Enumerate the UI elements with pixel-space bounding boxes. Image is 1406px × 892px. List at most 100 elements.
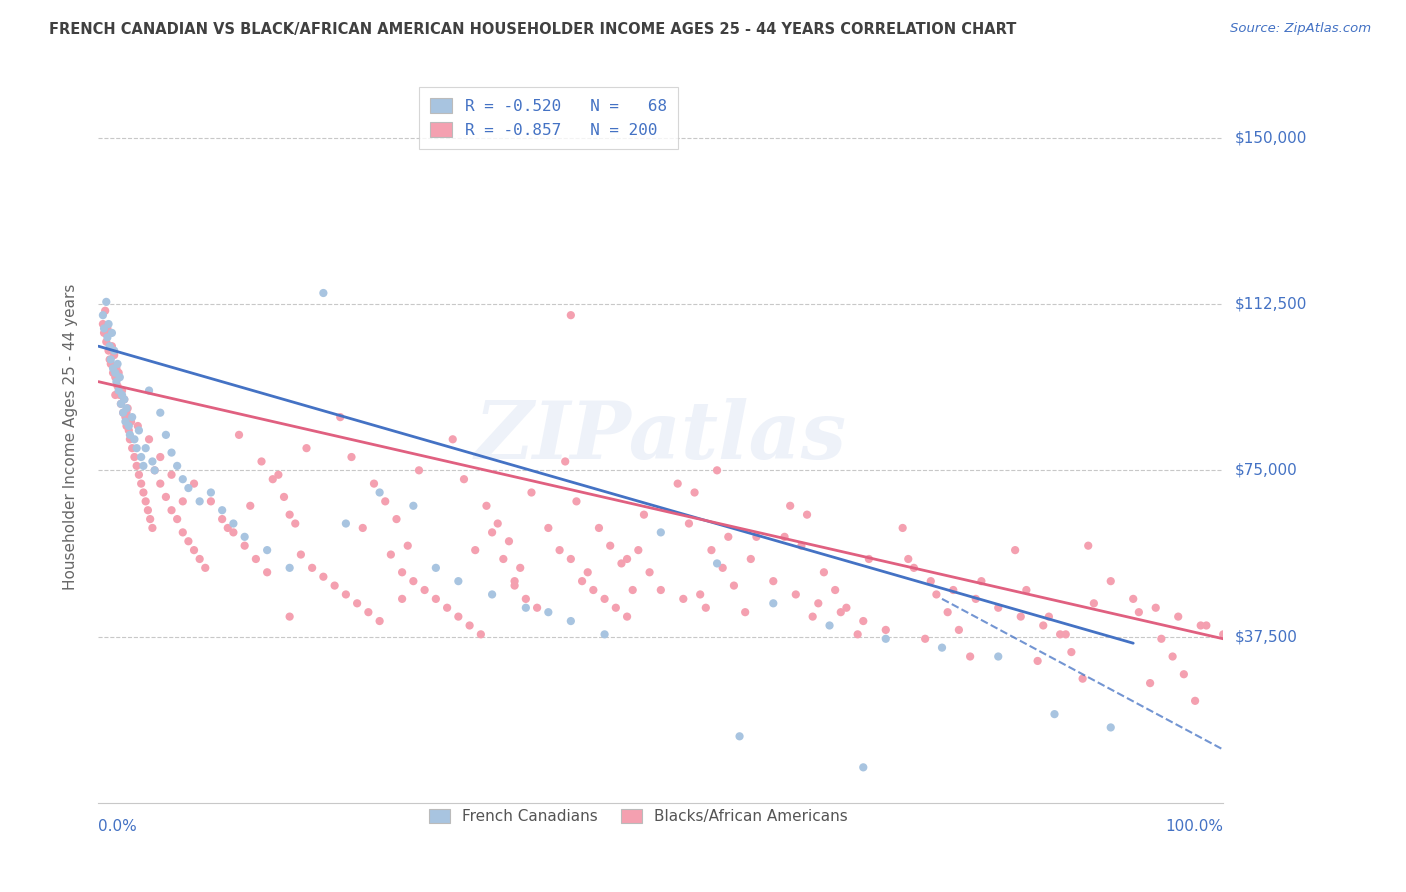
Point bbox=[166, 458, 188, 473]
Point bbox=[107, 357, 129, 371]
Point bbox=[217, 521, 239, 535]
Point bbox=[1026, 654, 1049, 668]
Point bbox=[1122, 591, 1144, 606]
Point bbox=[115, 401, 138, 416]
Point bbox=[1083, 596, 1105, 610]
Point bbox=[1139, 676, 1161, 690]
Point bbox=[1071, 672, 1094, 686]
Point bbox=[723, 578, 745, 592]
Text: $75,000: $75,000 bbox=[1234, 463, 1298, 478]
Point bbox=[548, 543, 571, 558]
Point bbox=[98, 352, 121, 367]
Point bbox=[105, 361, 128, 376]
Point bbox=[290, 548, 312, 562]
Point bbox=[312, 285, 335, 300]
Point bbox=[172, 494, 194, 508]
Point bbox=[790, 539, 813, 553]
Point bbox=[706, 557, 728, 571]
Text: $150,000: $150,000 bbox=[1234, 130, 1306, 145]
Point bbox=[245, 552, 267, 566]
Point bbox=[650, 525, 672, 540]
Point bbox=[139, 512, 162, 526]
Point bbox=[830, 605, 852, 619]
Point bbox=[335, 587, 357, 601]
Point bbox=[453, 472, 475, 486]
Point bbox=[638, 566, 661, 580]
Point bbox=[706, 463, 728, 477]
Point bbox=[1060, 645, 1083, 659]
Point bbox=[104, 366, 127, 380]
Point bbox=[107, 366, 129, 380]
Point bbox=[111, 384, 134, 398]
Point bbox=[103, 348, 125, 362]
Point bbox=[537, 605, 560, 619]
Point bbox=[425, 591, 447, 606]
Point bbox=[700, 543, 723, 558]
Point bbox=[295, 441, 318, 455]
Point bbox=[633, 508, 655, 522]
Point bbox=[1173, 667, 1195, 681]
Point bbox=[903, 561, 925, 575]
Point bbox=[785, 587, 807, 601]
Point bbox=[101, 361, 124, 376]
Text: Source: ZipAtlas.com: Source: ZipAtlas.com bbox=[1230, 22, 1371, 36]
Point bbox=[160, 503, 183, 517]
Point bbox=[103, 343, 125, 358]
Point bbox=[143, 463, 166, 477]
Point bbox=[875, 632, 897, 646]
Point bbox=[560, 614, 582, 628]
Point bbox=[107, 384, 129, 398]
Point bbox=[114, 410, 136, 425]
Point bbox=[121, 441, 143, 455]
Point bbox=[97, 343, 120, 358]
Point bbox=[835, 600, 858, 615]
Point bbox=[183, 543, 205, 558]
Point bbox=[942, 582, 965, 597]
Point bbox=[391, 566, 413, 580]
Point bbox=[91, 317, 114, 331]
Point bbox=[188, 494, 211, 508]
Text: $112,500: $112,500 bbox=[1234, 297, 1306, 311]
Point bbox=[166, 512, 188, 526]
Point bbox=[117, 401, 139, 416]
Point bbox=[762, 596, 785, 610]
Point bbox=[172, 472, 194, 486]
Point bbox=[357, 605, 380, 619]
Point bbox=[987, 649, 1010, 664]
Point bbox=[312, 570, 335, 584]
Point bbox=[177, 534, 200, 549]
Point bbox=[408, 463, 430, 477]
Point bbox=[132, 458, 155, 473]
Point bbox=[110, 397, 132, 411]
Point bbox=[447, 574, 470, 589]
Point bbox=[335, 516, 357, 531]
Point bbox=[138, 384, 160, 398]
Point bbox=[1038, 609, 1060, 624]
Point bbox=[1167, 609, 1189, 624]
Point bbox=[1189, 618, 1212, 632]
Point bbox=[110, 397, 132, 411]
Point bbox=[605, 600, 627, 615]
Text: $37,500: $37,500 bbox=[1234, 629, 1298, 644]
Point bbox=[526, 600, 548, 615]
Point bbox=[138, 432, 160, 446]
Point bbox=[1004, 543, 1026, 558]
Point bbox=[284, 516, 307, 531]
Point bbox=[141, 521, 163, 535]
Point bbox=[97, 317, 120, 331]
Point bbox=[537, 521, 560, 535]
Point bbox=[149, 476, 172, 491]
Point bbox=[200, 485, 222, 500]
Point bbox=[931, 640, 953, 655]
Point bbox=[610, 557, 633, 571]
Point bbox=[380, 548, 402, 562]
Point bbox=[740, 552, 762, 566]
Point bbox=[108, 370, 131, 384]
Point bbox=[96, 330, 118, 344]
Point bbox=[222, 516, 245, 531]
Point bbox=[149, 406, 172, 420]
Text: ZIPatlas: ZIPatlas bbox=[475, 399, 846, 475]
Point bbox=[1184, 694, 1206, 708]
Point bbox=[200, 494, 222, 508]
Point bbox=[650, 582, 672, 597]
